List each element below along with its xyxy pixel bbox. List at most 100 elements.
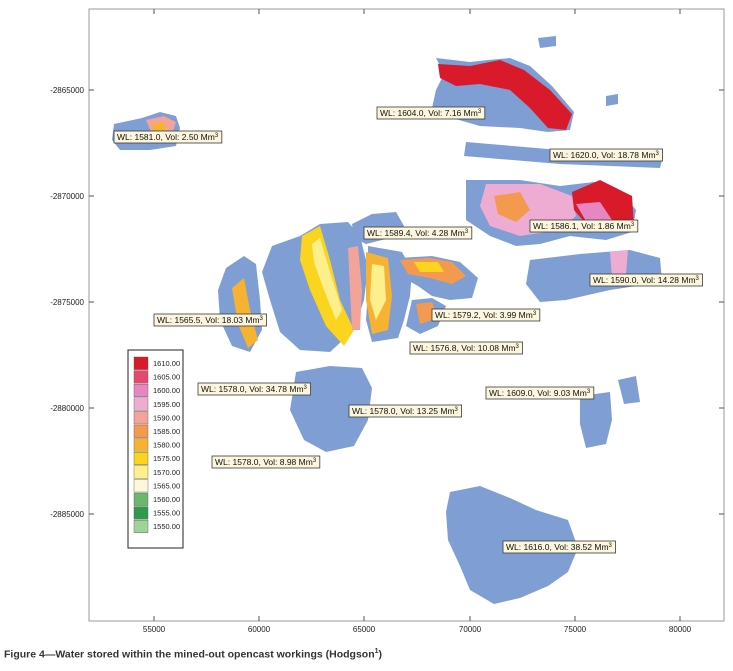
legend-value: 1560.00 [153,495,180,504]
unit-superscript: 3 [260,316,264,322]
water-level-label: WL: 1589.4, Vol: 4.28 Mm3 [363,226,473,240]
y-tick-label: -2865000 [50,86,84,95]
water-level-label: WL: 1578.0, Vol: 34.78 Mm3 [197,382,311,396]
legend-swatch [133,397,149,411]
legend-value: 1585.00 [153,427,180,436]
fill-middle-light [370,264,386,320]
legend-value: 1570.00 [153,468,180,477]
water-level-label: WL: 1578.0, Vol: 8.98 Mm3 [211,455,321,469]
water-level-label: WL: 1590.0, Vol: 14.28 Mm3 [589,273,703,287]
water-level-label: WL: 1616.0, Vol: 38.52 Mm3 [502,540,616,554]
label-box [376,106,486,120]
legend-swatch [133,411,149,425]
water-level-label-text: WL: 1576.8, Vol: 10.08 Mm3 [413,343,520,353]
water-level-label-text: WL: 1565.5, Vol: 18.03 Mm3 [157,315,264,325]
fill-se-pink [610,250,628,278]
legend-value: 1610.00 [153,359,180,368]
legend-value: 1550.00 [153,522,180,531]
unit-superscript: 3 [533,311,537,317]
unit-superscript: 3 [609,543,613,549]
water-level-label: WL: 1579.2, Vol: 3.99 Mm3 [431,308,541,322]
fill-west-light [312,238,342,320]
x-tick-label: 75000 [564,625,587,634]
water-level-label-text: WL: 1578.0, Vol: 13.25 Mm3 [352,406,459,416]
label-box [502,540,616,554]
legend-value: 1565.00 [153,481,180,490]
unit-superscript: 3 [478,109,482,115]
water-level-label-text: WL: 1586.1, Vol: 1.86 Mm3 [533,221,635,231]
legend-swatch [133,465,149,479]
legend-value: 1580.00 [153,441,180,450]
unit-superscript: 3 [656,151,660,157]
water-level-label: WL: 1565.5, Vol: 18.03 Mm3 [153,313,267,327]
label-box [549,148,663,162]
water-level-label-text: WL: 1609.0, Vol: 9.03 Mm3 [489,388,591,398]
legend-swatch [133,370,149,384]
water-level-label-text: WL: 1620.0, Vol: 18.78 Mm3 [553,150,660,160]
label-box [363,226,473,240]
legend-swatch [133,520,149,534]
caption-ref: 1 [374,648,379,655]
legend-swatch [133,492,149,506]
label-box [485,386,595,400]
fill-west-small [232,278,258,348]
legend-value: 1575.00 [153,454,180,463]
water-level-label-text: WL: 1578.0, Vol: 8.98 Mm3 [215,457,317,467]
unit-superscript: 3 [516,344,520,350]
water-level-label: WL: 1576.8, Vol: 10.08 Mm3 [409,341,523,355]
figure-caption: Figure 4—Water stored within the mined-o… [4,648,382,661]
axis-ticks: 55000 60000 65000 70000 75000 80000 -2865000 -2… [50,9,724,634]
pit-fragment-2 [606,94,618,106]
unit-superscript: 3 [631,222,635,228]
unit-superscript: 3 [313,458,317,464]
water-level-label-text: WL: 1616.0, Vol: 38.52 Mm3 [506,542,613,552]
x-tick-label: 60000 [248,625,271,634]
label-box [153,313,267,327]
water-level-label: WL: 1620.0, Vol: 18.78 Mm3 [549,148,663,162]
caption-close: ) [378,648,383,661]
water-level-label-text: WL: 1579.2, Vol: 3.99 Mm3 [435,310,537,320]
label-box [589,273,703,287]
water-level-label: WL: 1578.0, Vol: 13.25 Mm3 [348,404,462,418]
unit-superscript: 3 [304,385,308,391]
pit-fragment-1 [538,36,556,48]
label-box [197,382,311,396]
water-level-label-text: WL: 1604.0, Vol: 7.16 Mm3 [380,108,482,118]
legend-swatch [133,479,149,493]
fill-ne-red [438,60,572,130]
y-tick-label: -2870000 [50,192,84,201]
label-box [113,130,223,144]
fill-middle-red [348,246,362,330]
unit-superscript: 3 [455,407,459,413]
label-box [529,219,639,233]
unit-superscript: 3 [465,229,469,235]
legend-swatch [133,506,149,520]
color-legend: 1610.00 1605.00 1600.00 1595.00 1590.00 1585.… [127,349,184,549]
caption-text: Figure 4—Water stored within the mined-o… [4,648,375,661]
label-box [211,455,321,469]
legend-value: 1605.00 [153,373,180,382]
water-level-label-text: WL: 1581.0, Vol: 2.50 Mm3 [117,132,219,142]
fill-east-orange [494,192,530,222]
legend-value: 1590.00 [153,413,180,422]
y-tick-label: -2885000 [50,510,84,519]
legend-value: 1555.00 [153,509,180,518]
water-level-label-text: WL: 1578.0, Vol: 34.78 Mm3 [201,384,308,394]
water-level-labels: WL: 1604.0, Vol: 7.16 Mm3 WL: 1581.0, Vol… [113,106,703,554]
pit-east-small-2 [618,376,640,404]
water-level-label-text: WL: 1590.0, Vol: 14.28 Mm3 [593,275,700,285]
legend-value: 1600.00 [153,386,180,395]
legend-swatch [133,384,149,398]
water-level-label: WL: 1581.0, Vol: 2.50 Mm3 [113,130,223,144]
fill-nw-2 [152,122,166,132]
legend-swatch [133,356,149,370]
water-level-label: WL: 1609.0, Vol: 9.03 Mm3 [485,386,595,400]
x-tick-label: 55000 [143,625,166,634]
water-level-label: WL: 1604.0, Vol: 7.16 Mm3 [376,106,486,120]
y-tick-label: -2875000 [50,298,84,307]
water-level-label-text: WL: 1589.4, Vol: 4.28 Mm3 [367,228,469,238]
unit-superscript: 3 [696,276,700,282]
legend-swatch [133,452,149,466]
x-tick-label: 80000 [669,625,692,634]
